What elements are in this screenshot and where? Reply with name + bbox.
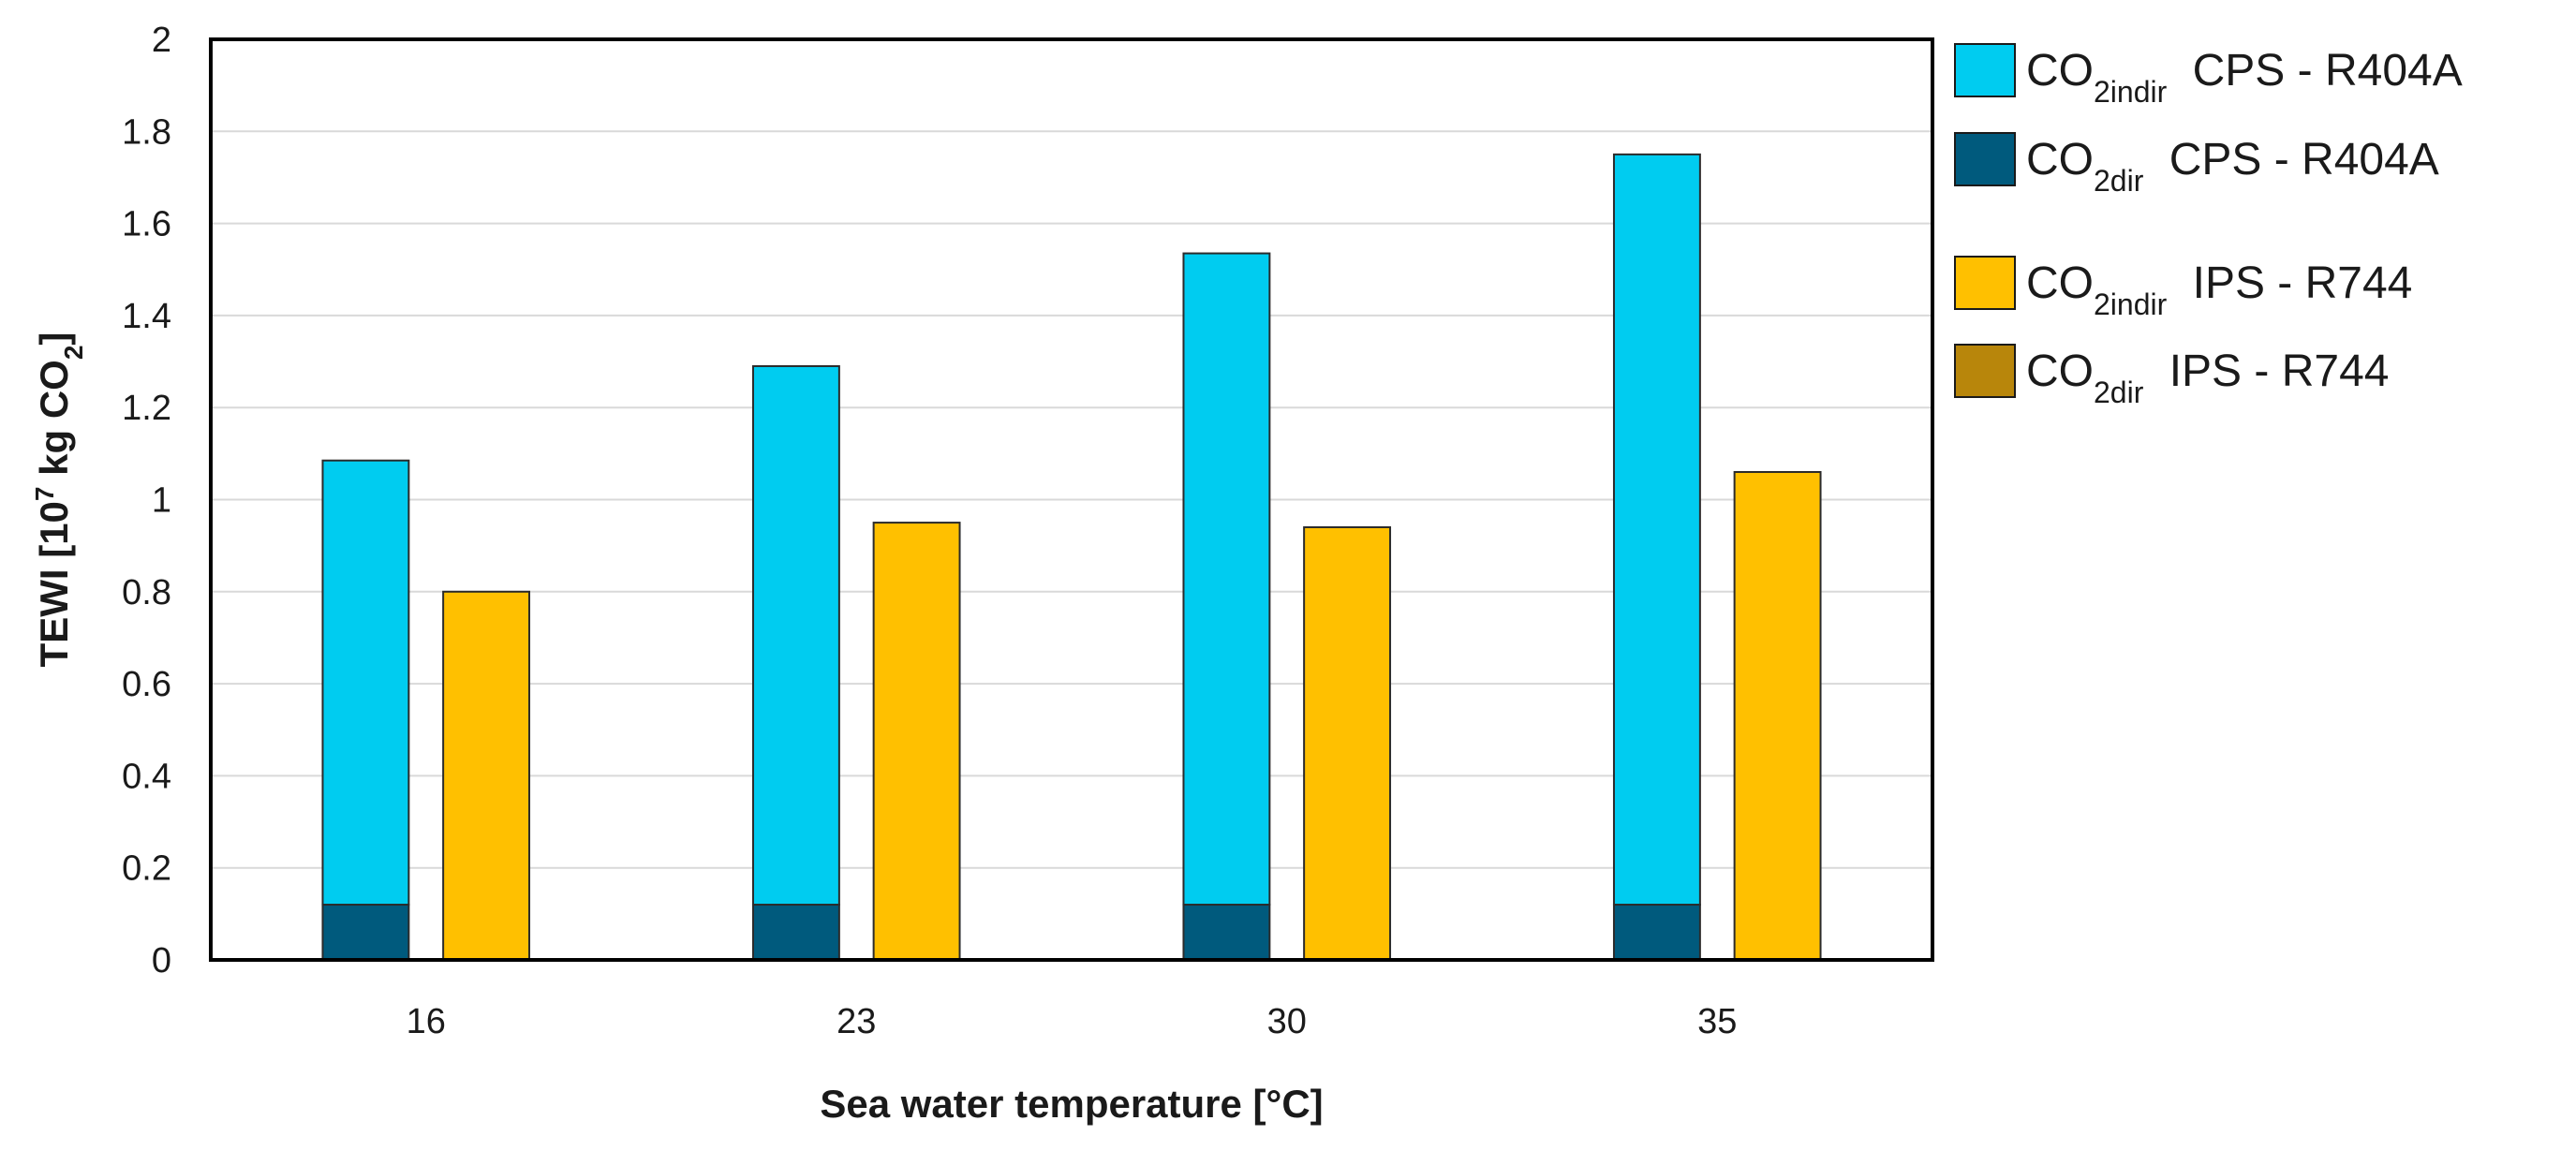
bar-ips-indir-35: [1733, 471, 1822, 961]
x-tick-label-35: 35: [1697, 1002, 1737, 1041]
legend-swatch-cps-indir: [1954, 43, 2016, 97]
y-title-end: ]: [32, 332, 76, 346]
legend-swatch-ips-indir: [1954, 256, 2016, 310]
y-tick-label-5: 1: [152, 481, 171, 521]
y-tick-label-4: 0.8: [122, 573, 171, 612]
y-axis-ticks: 0 0.2 0.4 0.6 0.8 1 1.2 1.4 1.6 1.8 2: [122, 21, 171, 981]
y-tick-label-8: 1.6: [122, 205, 171, 244]
legend-swatch-cps-dir: [1954, 132, 2016, 186]
bar-cps-indir-30: [1182, 252, 1271, 907]
bar-ips-indir-23: [872, 522, 961, 961]
bar-cps-indir-16: [321, 459, 410, 907]
x-axis-title: Sea water temperature [°C]: [820, 1082, 1323, 1126]
legend-label-cps-dir: CO2dir CPS - R404A: [2026, 135, 2439, 198]
bar-cps-dir-16: [321, 904, 410, 962]
legend-label-ips-dir: CO2dir IPS - R744: [2026, 347, 2389, 409]
plot-area-frame: [209, 37, 1934, 962]
x-tick-label-30: 30: [1267, 1002, 1307, 1041]
y-tick-label-2: 0.4: [122, 757, 171, 796]
x-axis-ticks: 16 23 30 35: [407, 1002, 1738, 1041]
bar-ips-indir-30: [1303, 525, 1392, 961]
y-tick-label-1: 0.2: [122, 849, 171, 889]
y-tick-label-9: 1.8: [122, 112, 171, 152]
y-title-mid: kg CO: [32, 360, 76, 486]
y-title-base: TEWI [10: [32, 501, 76, 667]
y-axis-title: TEWI [107 kg CO2]: [30, 332, 88, 668]
legend-label-ips-indir: CO2indir IPS - R744: [2026, 258, 2412, 321]
bar-cps-indir-35: [1612, 153, 1701, 907]
legend-label-cps-indir: CO2indir CPS - R404A: [2026, 46, 2463, 109]
bar-cps-indir-23: [751, 364, 840, 907]
y-tick-label-0: 0: [152, 941, 171, 981]
x-tick-label-16: 16: [407, 1002, 446, 1041]
y-tick-label-7: 1.4: [122, 297, 171, 336]
legend: CO2indir CPS - R404A CO2dir CPS - R404A CO…: [1954, 43, 2463, 409]
bars: [321, 153, 1822, 962]
bar-cps-dir-23: [751, 904, 840, 962]
y-tick-label-3: 0.6: [122, 665, 171, 704]
x-tick-label-23: 23: [836, 1002, 876, 1041]
bar-cps-dir-35: [1612, 904, 1701, 962]
y-tick-label-6: 1.2: [122, 389, 171, 428]
bar-ips-indir-16: [442, 590, 531, 961]
y-title-exp: 7: [30, 487, 59, 502]
bar-cps-dir-30: [1182, 904, 1271, 962]
y-title-sub: 2: [59, 346, 88, 361]
y-tick-label-10: 2: [152, 21, 171, 60]
legend-swatch-ips-dir: [1954, 344, 2016, 398]
